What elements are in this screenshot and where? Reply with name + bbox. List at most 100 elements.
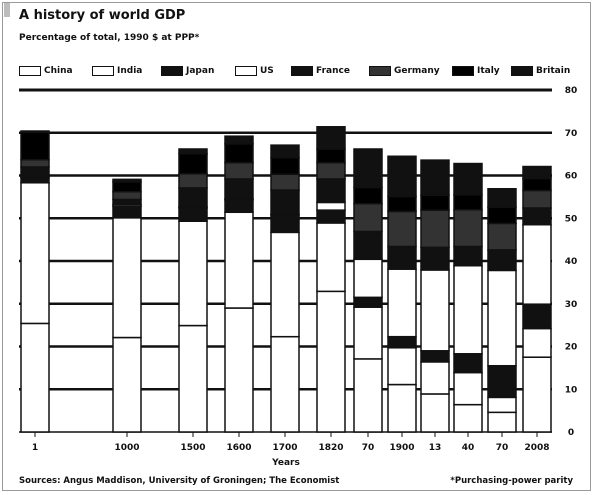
y-tick-label-60: 60 bbox=[565, 172, 578, 182]
bar-segment-india-1 bbox=[112, 217, 142, 339]
legend-swatch-india bbox=[92, 66, 114, 76]
bar-segment-france-6 bbox=[353, 230, 383, 261]
bar-segment-china-5 bbox=[316, 290, 346, 433]
bar-segment-japan-4 bbox=[270, 214, 300, 234]
bar-segment-us-6 bbox=[353, 258, 383, 299]
y-tick-label-80: 80 bbox=[565, 86, 578, 96]
bar-segment-us-11 bbox=[522, 223, 552, 305]
bar-segment-us-7 bbox=[387, 268, 417, 338]
legend-label-china: China bbox=[44, 66, 73, 76]
bar-segment-india-11 bbox=[522, 327, 552, 358]
bar-segment-britain-4 bbox=[270, 144, 300, 159]
bar-segment-germany-4 bbox=[270, 173, 300, 191]
bar-segment-germany-2 bbox=[178, 173, 208, 189]
y-tick-label-50: 50 bbox=[565, 214, 578, 224]
bar-segment-india-10 bbox=[487, 396, 517, 414]
bar-segment-france-9 bbox=[453, 245, 483, 267]
bar-segment-france-5 bbox=[316, 178, 346, 204]
x-tick-label-4: 1700 bbox=[272, 443, 297, 453]
legend-swatch-britain bbox=[511, 66, 533, 76]
y-tick-label-20: 20 bbox=[565, 343, 578, 353]
bar-segment-china-4 bbox=[270, 335, 300, 433]
x-tick-label-11: 2008 bbox=[524, 443, 549, 453]
source-note: Sources: Angus Maddison, University of G… bbox=[19, 476, 340, 486]
bar-segment-france-7 bbox=[387, 245, 417, 270]
y-tick-label-30: 30 bbox=[565, 300, 578, 310]
bar-segment-italy-10 bbox=[487, 206, 517, 225]
bar-segment-japan-5 bbox=[316, 209, 346, 224]
bar-segment-britain-6 bbox=[353, 148, 383, 189]
bar-segment-china-11 bbox=[522, 356, 552, 433]
x-tick-label-6: 70 bbox=[362, 443, 375, 453]
bar-segment-france-8 bbox=[420, 246, 450, 271]
y-tick-label-0: 0 bbox=[568, 428, 574, 438]
bar-segment-us-10 bbox=[487, 269, 517, 367]
bar-segment-britain-10 bbox=[487, 188, 517, 208]
y-tick-label-40: 40 bbox=[565, 257, 578, 267]
bar-segment-china-8 bbox=[420, 393, 450, 433]
bar-segment-india-6 bbox=[353, 306, 383, 360]
bar-segment-france-4 bbox=[270, 189, 300, 216]
bar-segment-china-10 bbox=[487, 411, 517, 433]
bar-segment-japan-11 bbox=[522, 303, 552, 330]
legend-label-france: France bbox=[316, 66, 350, 76]
bar-segment-germany-10 bbox=[487, 222, 517, 251]
bar-segment-india-4 bbox=[270, 231, 300, 338]
legend-swatch-france bbox=[291, 66, 313, 76]
x-tick-label-2: 1500 bbox=[180, 443, 205, 453]
bar-segment-britain-9 bbox=[453, 162, 483, 196]
bar-segment-britain-1 bbox=[112, 178, 142, 183]
legend-label-india: India bbox=[117, 66, 143, 76]
legend-swatch-us bbox=[235, 66, 257, 76]
x-tick-label-9: 40 bbox=[462, 443, 475, 453]
bar-segment-germany-7 bbox=[387, 210, 417, 248]
bar-segment-india-9 bbox=[453, 371, 483, 406]
bar-segment-china-0 bbox=[20, 322, 50, 433]
bar-segment-china-6 bbox=[353, 358, 383, 433]
bar-segment-china-9 bbox=[453, 403, 483, 433]
legend-item-japan: Japan bbox=[161, 64, 214, 78]
bar-segment-france-2 bbox=[178, 187, 208, 208]
legend-label-britain: Britain bbox=[536, 66, 571, 76]
legend-label-germany: Germany bbox=[394, 66, 440, 76]
bar-segment-germany-1 bbox=[112, 190, 142, 201]
bar-segment-germany-0 bbox=[20, 158, 50, 168]
bar-segment-italy-2 bbox=[178, 152, 208, 175]
y-tick-label-10: 10 bbox=[565, 385, 578, 395]
bar-segment-britain-2 bbox=[178, 148, 208, 155]
bar-segment-japan-0 bbox=[20, 176, 50, 184]
bar-segment-china-3 bbox=[224, 307, 254, 433]
bar-segment-japan-2 bbox=[178, 207, 208, 222]
bar-segment-britain-3 bbox=[224, 135, 254, 145]
x-axis-label: Years bbox=[271, 458, 300, 468]
bar-segment-italy-6 bbox=[353, 186, 383, 205]
bar-segment-china-1 bbox=[112, 336, 142, 433]
x-tick-label-7: 1900 bbox=[389, 443, 414, 453]
bar-segment-france-0 bbox=[20, 166, 50, 178]
bar-segment-italy-5 bbox=[316, 148, 346, 164]
bar-segment-japan-9 bbox=[453, 353, 483, 374]
legend-swatch-germany bbox=[369, 66, 391, 76]
bar-segment-france-11 bbox=[522, 207, 552, 226]
bar-segment-italy-7 bbox=[387, 195, 417, 213]
bar-segment-britain-8 bbox=[420, 159, 450, 196]
bar-segment-japan-1 bbox=[112, 205, 142, 219]
bar-segment-germany-11 bbox=[522, 189, 552, 209]
bar-segment-germany-6 bbox=[353, 202, 383, 233]
bar-segment-britain-0 bbox=[20, 130, 50, 134]
chart-frame bbox=[2, 2, 591, 491]
x-tick-label-10: 70 bbox=[496, 443, 509, 453]
x-tick-label-5: 1820 bbox=[318, 443, 343, 453]
bar-segment-india-2 bbox=[178, 220, 208, 327]
x-tick-label-3: 1600 bbox=[226, 443, 251, 453]
bar-segment-germany-3 bbox=[224, 161, 254, 180]
bar-segment-italy-9 bbox=[453, 193, 483, 211]
chart-title: A history of world GDP bbox=[19, 8, 186, 23]
bar-segment-italy-3 bbox=[224, 143, 254, 164]
x-tick-label-0: 1 bbox=[32, 443, 38, 453]
bar-segment-britain-11 bbox=[522, 165, 552, 180]
legend-item-france: France bbox=[291, 64, 350, 78]
bar-segment-india-7 bbox=[387, 347, 417, 386]
legend-swatch-italy bbox=[452, 66, 474, 76]
